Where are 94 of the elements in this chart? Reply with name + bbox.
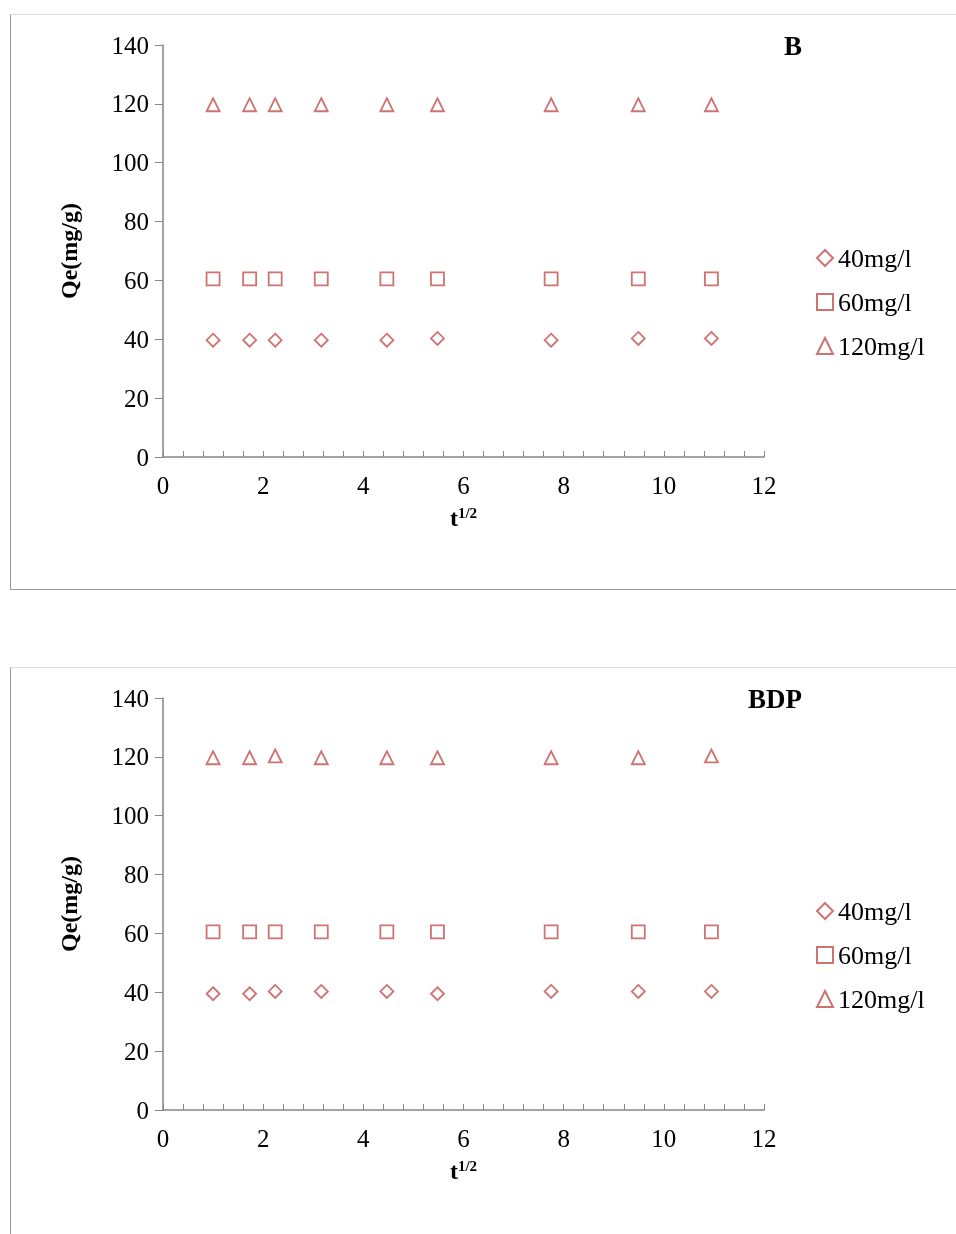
point [630,924,646,940]
point [379,924,395,940]
point [205,97,221,113]
point [630,984,646,999]
point [313,750,329,766]
point [704,271,719,287]
point [205,750,221,766]
y-tick-label: 120 [111,743,149,771]
point [543,750,559,766]
x-tick-label: 8 [557,1125,570,1152]
point [430,271,445,287]
legend-label: 40mg/l [838,243,912,273]
point [205,924,221,940]
point [630,271,646,287]
point [630,750,646,766]
point [205,332,221,348]
point [543,97,559,113]
y-tick-label: 100 [111,802,149,830]
y-tick-label: 60 [124,919,149,947]
point [313,332,329,348]
x-tick-label: 4 [357,472,371,499]
point [242,271,258,287]
point [313,924,329,940]
chart-title: B [783,30,803,61]
point [430,750,445,766]
y-tick-label: 100 [111,149,149,177]
point [543,984,559,999]
x-tick-label: 10 [651,1125,677,1152]
point [704,748,719,764]
x-tick-label: 0 [156,1125,170,1152]
point [543,924,559,940]
point [267,332,283,348]
x-tick-label: 10 [651,472,677,499]
y-tick-label: 140 [111,684,149,712]
y-tick-label: 120 [111,90,149,118]
y-axis-title: Qe(mg/g) [56,203,82,299]
point [242,924,258,940]
point [205,271,221,287]
legend-label: 120mg/l [838,984,925,1014]
point [379,750,395,766]
point [313,271,329,287]
point [267,984,283,999]
point [267,271,283,287]
point [430,924,445,940]
point [379,984,395,999]
y-tick-label: 60 [124,266,149,294]
y-tick-label: 40 [124,978,149,1006]
point [313,984,329,999]
point [704,984,719,999]
y-tick-label: 80 [124,861,149,889]
legend-label: 120mg/l [838,331,925,361]
legend-label: 40mg/l [838,896,912,926]
point [313,97,329,113]
point [267,97,283,113]
point [430,986,445,1002]
point [630,97,646,113]
point [242,332,258,348]
point [379,332,395,348]
point [242,750,258,766]
y-tick-label: 20 [124,384,149,412]
point [205,986,221,1002]
x-tick-label: 2 [256,472,270,499]
point [430,97,445,113]
point [430,331,445,346]
y-tick-label: 20 [124,1037,149,1065]
x-tick-label: 12 [751,1125,777,1152]
y-tick-label: 140 [111,31,149,59]
y-tick-label: 0 [136,443,149,471]
legend-label: 60mg/l [838,287,912,317]
x-tick-label: 6 [457,472,470,499]
point [242,97,258,113]
x-tick-label: 4 [357,1125,371,1152]
x-tick-label: 12 [751,472,777,499]
x-tick-label: 8 [557,472,570,499]
point [704,97,719,113]
point [704,924,719,940]
point [379,271,395,287]
point [242,986,258,1002]
x-tick-label: 0 [156,472,170,499]
point [704,331,719,346]
y-tick-label: 40 [124,325,149,353]
y-axis-title: Qe(mg/g) [56,856,82,952]
y-tick-label: 80 [124,208,149,236]
x-tick-label: 2 [256,1125,270,1152]
point [379,97,395,113]
point [630,331,646,346]
point [267,748,283,764]
point [267,924,283,940]
chart-title: BDP [748,683,802,714]
y-tick-label: 0 [136,1096,149,1124]
point [543,271,559,287]
point [543,332,559,348]
legend-label: 60mg/l [838,940,912,970]
x-tick-label: 6 [457,1125,470,1152]
